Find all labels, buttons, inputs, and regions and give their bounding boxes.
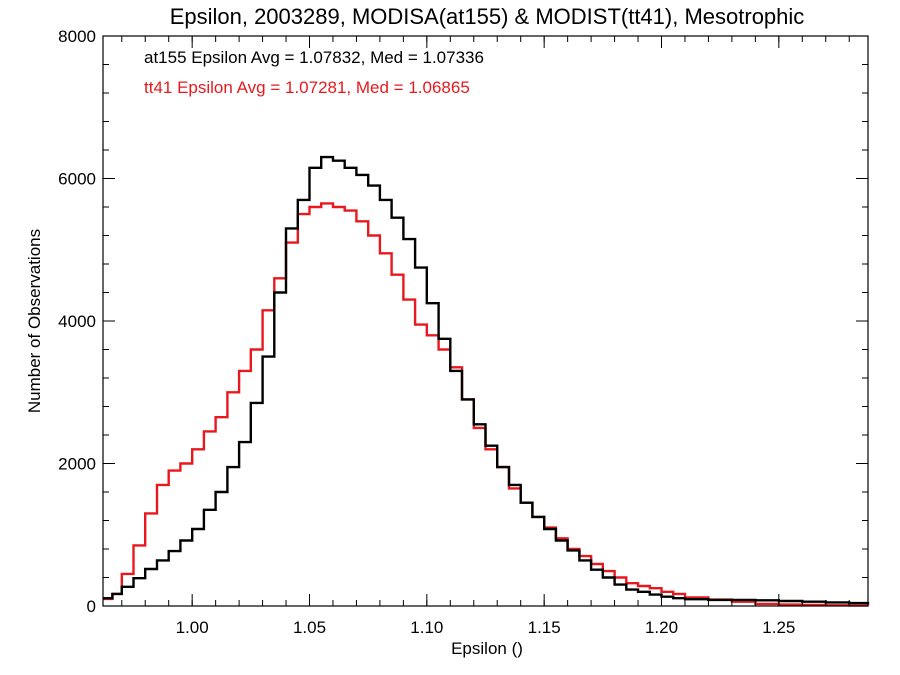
x-axis-label: Epsilon () [451,639,523,658]
x-tick-label: 1.20 [645,618,678,637]
series-line-1 [103,202,870,607]
y-tick-label: 2000 [58,455,96,474]
x-tick-label: 1.05 [293,618,326,637]
y-axis-label: Number of Observations [25,229,44,413]
annotation-tt41-stats: tt41 Epsilon Avg = 1.07281, Med = 1.0686… [144,78,470,97]
plot-frame [102,35,869,607]
series-layer [103,155,870,607]
y-tick-label: 0 [87,597,96,616]
y-tick-label: 4000 [58,312,96,331]
y-tick-label: 6000 [58,170,96,189]
x-axis: 1.00 1.05 1.10 1.15 1.20 1.25 [121,36,850,637]
annotation-at155-stats: at155 Epsilon Avg = 1.07832, Med = 1.073… [144,48,484,67]
x-tick-label: 1.00 [176,618,209,637]
x-tick-label: 1.15 [528,618,561,637]
x-tick-label: 1.25 [762,618,795,637]
y-tick-label: 8000 [58,27,96,46]
series-line-0 [103,155,870,605]
x-tick-label: 1.10 [410,618,443,637]
y-axis: 0 2000 4000 6000 8000 [58,27,868,616]
chart-title: Epsilon, 2003289, MODISA(at155) & MODIST… [170,4,805,29]
